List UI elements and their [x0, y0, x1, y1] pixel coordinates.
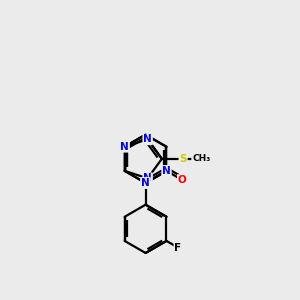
Text: N: N: [141, 178, 150, 188]
Text: N: N: [143, 173, 152, 183]
Text: F: F: [174, 243, 182, 253]
Text: N: N: [141, 178, 150, 188]
Text: S: S: [179, 154, 187, 164]
Text: O: O: [178, 175, 187, 185]
Text: N: N: [162, 166, 171, 176]
Text: N: N: [120, 142, 129, 152]
Text: N: N: [143, 134, 152, 144]
Text: CH₃: CH₃: [192, 154, 210, 163]
